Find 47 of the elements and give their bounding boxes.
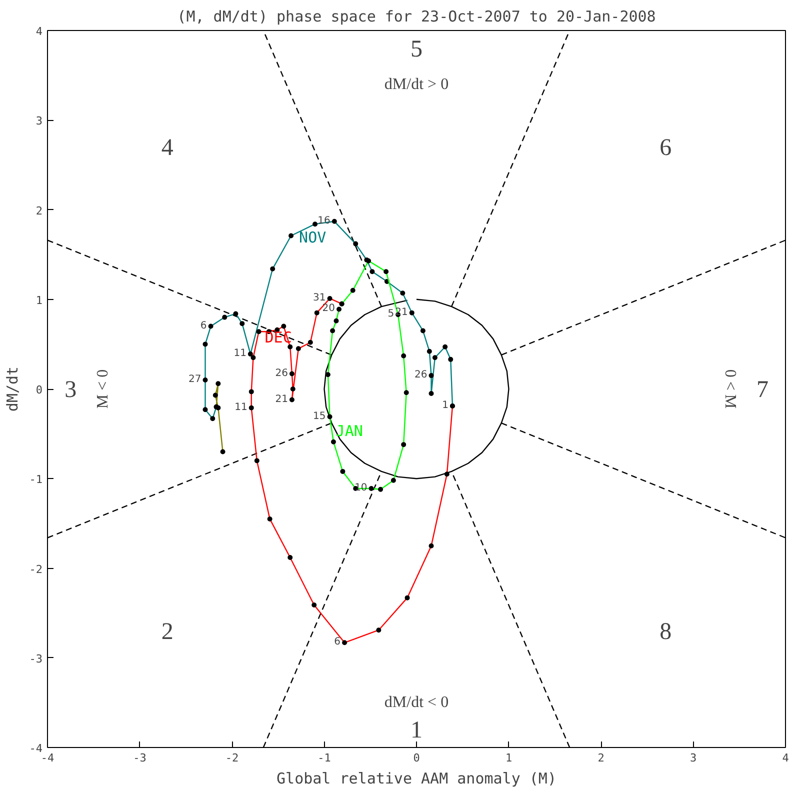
y-tick-label: -1 — [29, 473, 43, 486]
annotation: 5 — [388, 308, 394, 320]
y-tick-label: -4 — [29, 742, 43, 755]
annotation: 1 — [410, 718, 422, 744]
series-label: JAN — [336, 422, 363, 440]
y-axis-title: dM/dt — [3, 366, 22, 412]
annotation: 4 — [161, 135, 174, 162]
y-tick-label: 1 — [36, 294, 42, 307]
annotation: 0 < M — [722, 369, 739, 409]
x-tick-label: 0 — [413, 752, 420, 764]
annotation: 11 — [234, 402, 248, 413]
annotation: dM/dt > 0 — [384, 76, 449, 93]
annotation: 21 — [275, 394, 288, 405]
annotation: 6 — [660, 135, 672, 162]
x-tick-label: -2 — [225, 752, 239, 764]
x-tick-label: 4 — [782, 752, 790, 764]
series-label: NOV — [299, 228, 326, 247]
annotation: M < 0 — [94, 369, 112, 409]
annotation: 26 — [275, 368, 288, 379]
annotation: 11 — [234, 348, 246, 360]
annotation: 6 — [200, 320, 207, 332]
x-tick-label: -1 — [318, 752, 331, 764]
x-tick-label: 2 — [598, 752, 604, 764]
chart-title: (M, dM/dt) phase space for 23-Oct-2007 to 20-Jan-2008 — [177, 8, 656, 26]
y-tick-label: 4 — [36, 25, 43, 38]
annotation: 27 — [188, 374, 202, 386]
annotation: dM/dt < 0 — [384, 694, 449, 712]
y-tick-label: -3 — [29, 652, 43, 666]
x-tick-label: 1 — [505, 752, 512, 764]
x-tick-label: 3 — [690, 752, 697, 764]
annotation: 26 — [414, 370, 428, 381]
annotation: 3 — [64, 377, 77, 403]
x-tick-label: -3 — [133, 752, 146, 764]
y-tick-label: 0 — [36, 384, 42, 396]
y-tick-label: -2 — [29, 562, 43, 576]
annotation: 8 — [660, 618, 672, 645]
y-tick-label: 3 — [36, 114, 42, 128]
annotation: 1 — [442, 400, 448, 412]
annotation: 31 — [313, 292, 326, 304]
x-axis-title: Global relative AAM anomaly (M) — [276, 770, 556, 788]
annotation: 2 — [161, 618, 174, 645]
annotation: 6 — [334, 636, 341, 648]
annotation: 5 — [410, 36, 422, 62]
annotation: 15 — [313, 410, 326, 422]
annotation: 20 — [322, 303, 336, 314]
annotation: 7 — [756, 377, 768, 403]
y-tick-label: 2 — [36, 204, 42, 218]
